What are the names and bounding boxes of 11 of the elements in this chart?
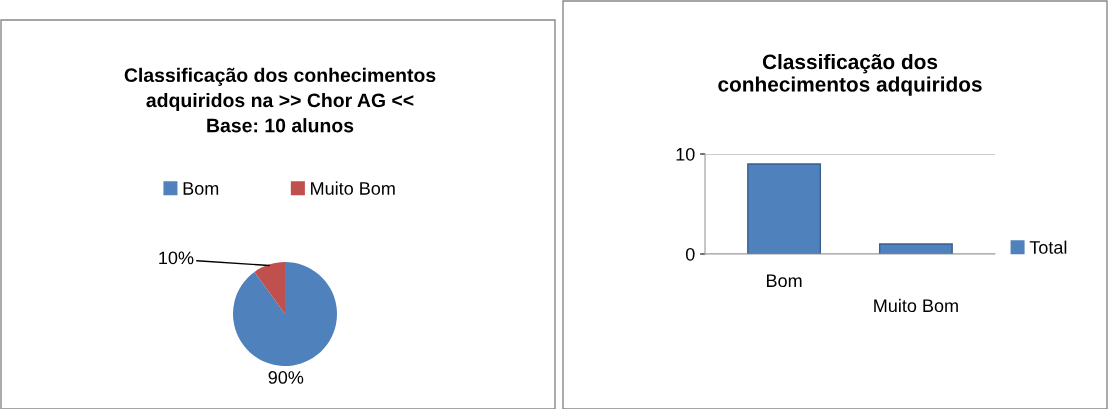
pie-slice xyxy=(233,262,337,366)
data-label: 90% xyxy=(268,371,304,384)
chart-title: Classificação dos conhecimentos adquiridos na >> Chor AG << Base: 10 alunos xyxy=(124,67,436,133)
legend-label: Total xyxy=(1029,240,1067,254)
data-label: 10% xyxy=(159,251,194,265)
y-tick-label: 0 xyxy=(685,247,695,261)
chart-title: Classificação dos conhecimentos adquiridos xyxy=(718,53,982,96)
pie-slice xyxy=(254,262,285,314)
legend-label: Muito Bom xyxy=(311,181,395,195)
legend-label: Bom xyxy=(183,182,219,195)
y-tick-label: 10 xyxy=(676,147,695,161)
